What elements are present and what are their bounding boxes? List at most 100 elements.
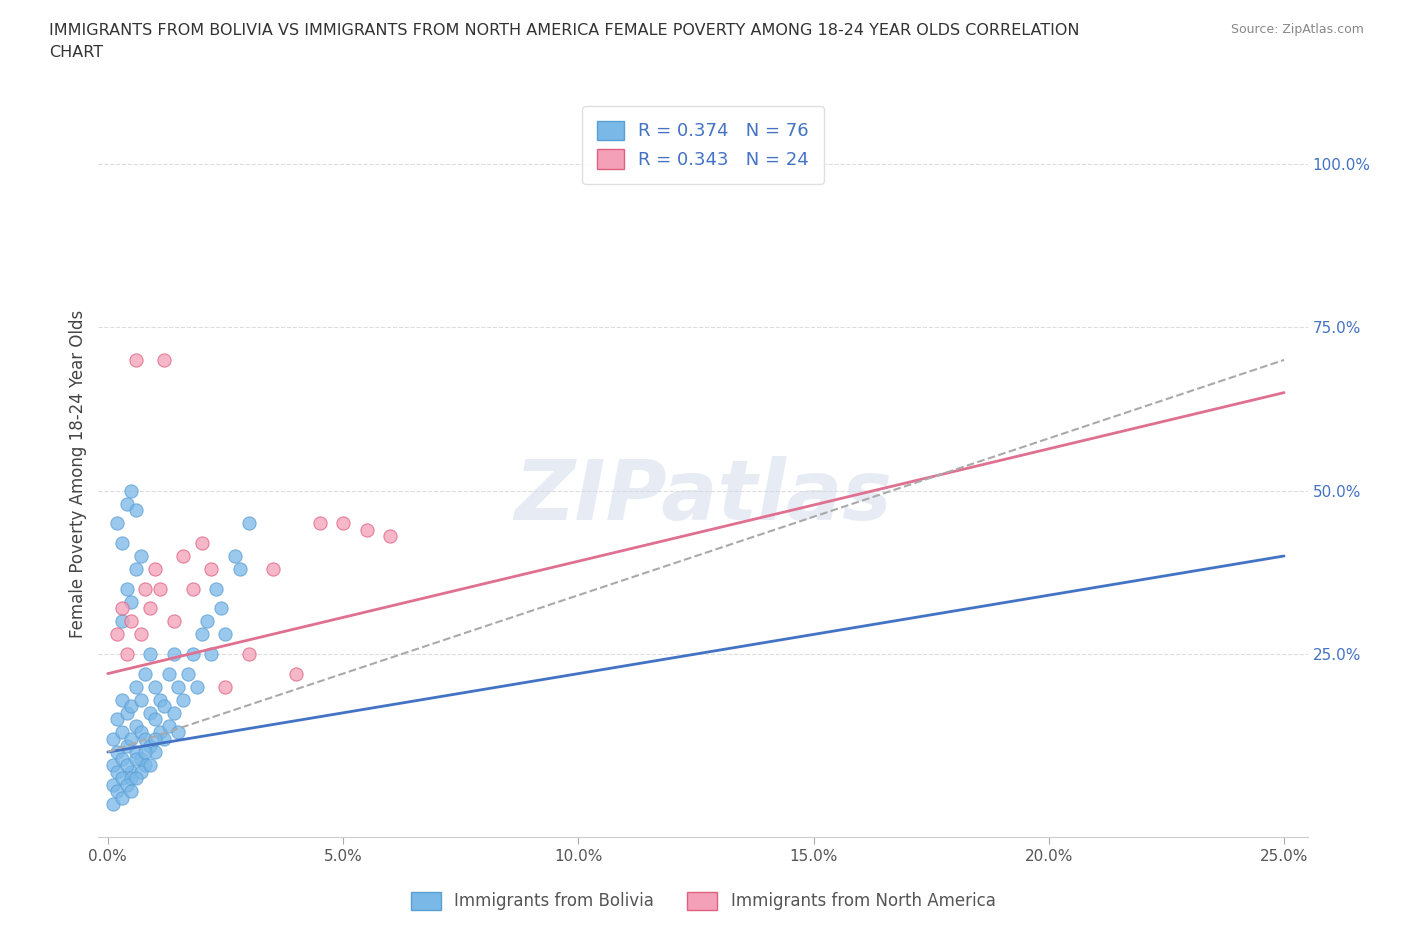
Point [125, 503, 148, 518]
Point [115, 497, 138, 512]
Point [129, 751, 152, 766]
Point [172, 549, 194, 564]
Point [129, 764, 152, 779]
Point [111, 725, 134, 740]
Point [195, 614, 218, 629]
Point [120, 484, 142, 498]
Point [134, 732, 156, 747]
Point [134, 758, 156, 773]
Point [134, 666, 156, 681]
Point [115, 581, 138, 596]
Point [139, 738, 162, 753]
Point [149, 725, 172, 740]
Point [238, 516, 260, 531]
Point [101, 758, 124, 773]
Point [111, 771, 134, 786]
Point [120, 784, 142, 799]
Point [214, 679, 236, 694]
Point [129, 725, 152, 740]
Point [308, 516, 330, 531]
Point [134, 581, 156, 596]
Point [134, 745, 156, 760]
Point [111, 692, 134, 707]
Point [157, 666, 180, 681]
Y-axis label: Female Poverty Among 18-24 Year Olds: Female Poverty Among 18-24 Year Olds [69, 311, 87, 638]
Point [378, 529, 401, 544]
Point [125, 719, 148, 734]
Point [163, 646, 186, 661]
Point [125, 771, 148, 786]
Point [139, 601, 162, 616]
Text: Source: ZipAtlas.com: Source: ZipAtlas.com [1230, 23, 1364, 36]
Point [125, 352, 148, 367]
Point [111, 601, 134, 616]
Point [167, 725, 190, 740]
Point [111, 536, 134, 551]
Point [105, 745, 128, 760]
Point [262, 562, 284, 577]
Point [105, 627, 128, 642]
Point [177, 666, 200, 681]
Point [101, 797, 124, 812]
Point [200, 646, 222, 661]
Point [191, 536, 214, 551]
Point [143, 732, 166, 747]
Point [163, 705, 186, 720]
Point [209, 601, 232, 616]
Point [181, 581, 204, 596]
Point [143, 562, 166, 577]
Point [129, 549, 152, 564]
Legend: R = 0.374   N = 76, R = 0.343   N = 24: R = 0.374 N = 76, R = 0.343 N = 24 [582, 106, 824, 184]
Point [111, 614, 134, 629]
Point [200, 562, 222, 577]
Point [238, 646, 260, 661]
Point [356, 523, 378, 538]
Point [205, 581, 228, 596]
Point [332, 516, 354, 531]
Point [111, 751, 134, 766]
Point [149, 581, 172, 596]
Point [139, 646, 162, 661]
Point [111, 790, 134, 805]
Text: ZIPatlas: ZIPatlas [515, 456, 891, 537]
Point [101, 732, 124, 747]
Point [191, 627, 214, 642]
Point [224, 549, 246, 564]
Point [143, 745, 166, 760]
Point [157, 719, 180, 734]
Point [285, 666, 308, 681]
Point [125, 745, 148, 760]
Point [181, 646, 204, 661]
Point [120, 594, 142, 609]
Text: IMMIGRANTS FROM BOLIVIA VS IMMIGRANTS FROM NORTH AMERICA FEMALE POVERTY AMONG 18: IMMIGRANTS FROM BOLIVIA VS IMMIGRANTS FR… [49, 23, 1080, 38]
Point [139, 705, 162, 720]
Point [153, 732, 176, 747]
Point [120, 698, 142, 713]
Point [139, 758, 162, 773]
Point [115, 646, 138, 661]
Point [125, 751, 148, 766]
Point [120, 764, 142, 779]
Point [105, 516, 128, 531]
Point [228, 562, 250, 577]
Point [214, 627, 236, 642]
Legend: Immigrants from Bolivia, Immigrants from North America: Immigrants from Bolivia, Immigrants from… [404, 885, 1002, 917]
Point [120, 771, 142, 786]
Point [186, 679, 208, 694]
Point [163, 614, 186, 629]
Point [129, 692, 152, 707]
Point [115, 758, 138, 773]
Point [101, 777, 124, 792]
Point [115, 705, 138, 720]
Point [153, 352, 176, 367]
Point [172, 692, 194, 707]
Point [105, 764, 128, 779]
Point [149, 692, 172, 707]
Point [115, 777, 138, 792]
Point [143, 679, 166, 694]
Text: CHART: CHART [49, 45, 103, 60]
Point [129, 627, 152, 642]
Point [120, 732, 142, 747]
Point [153, 698, 176, 713]
Point [143, 712, 166, 727]
